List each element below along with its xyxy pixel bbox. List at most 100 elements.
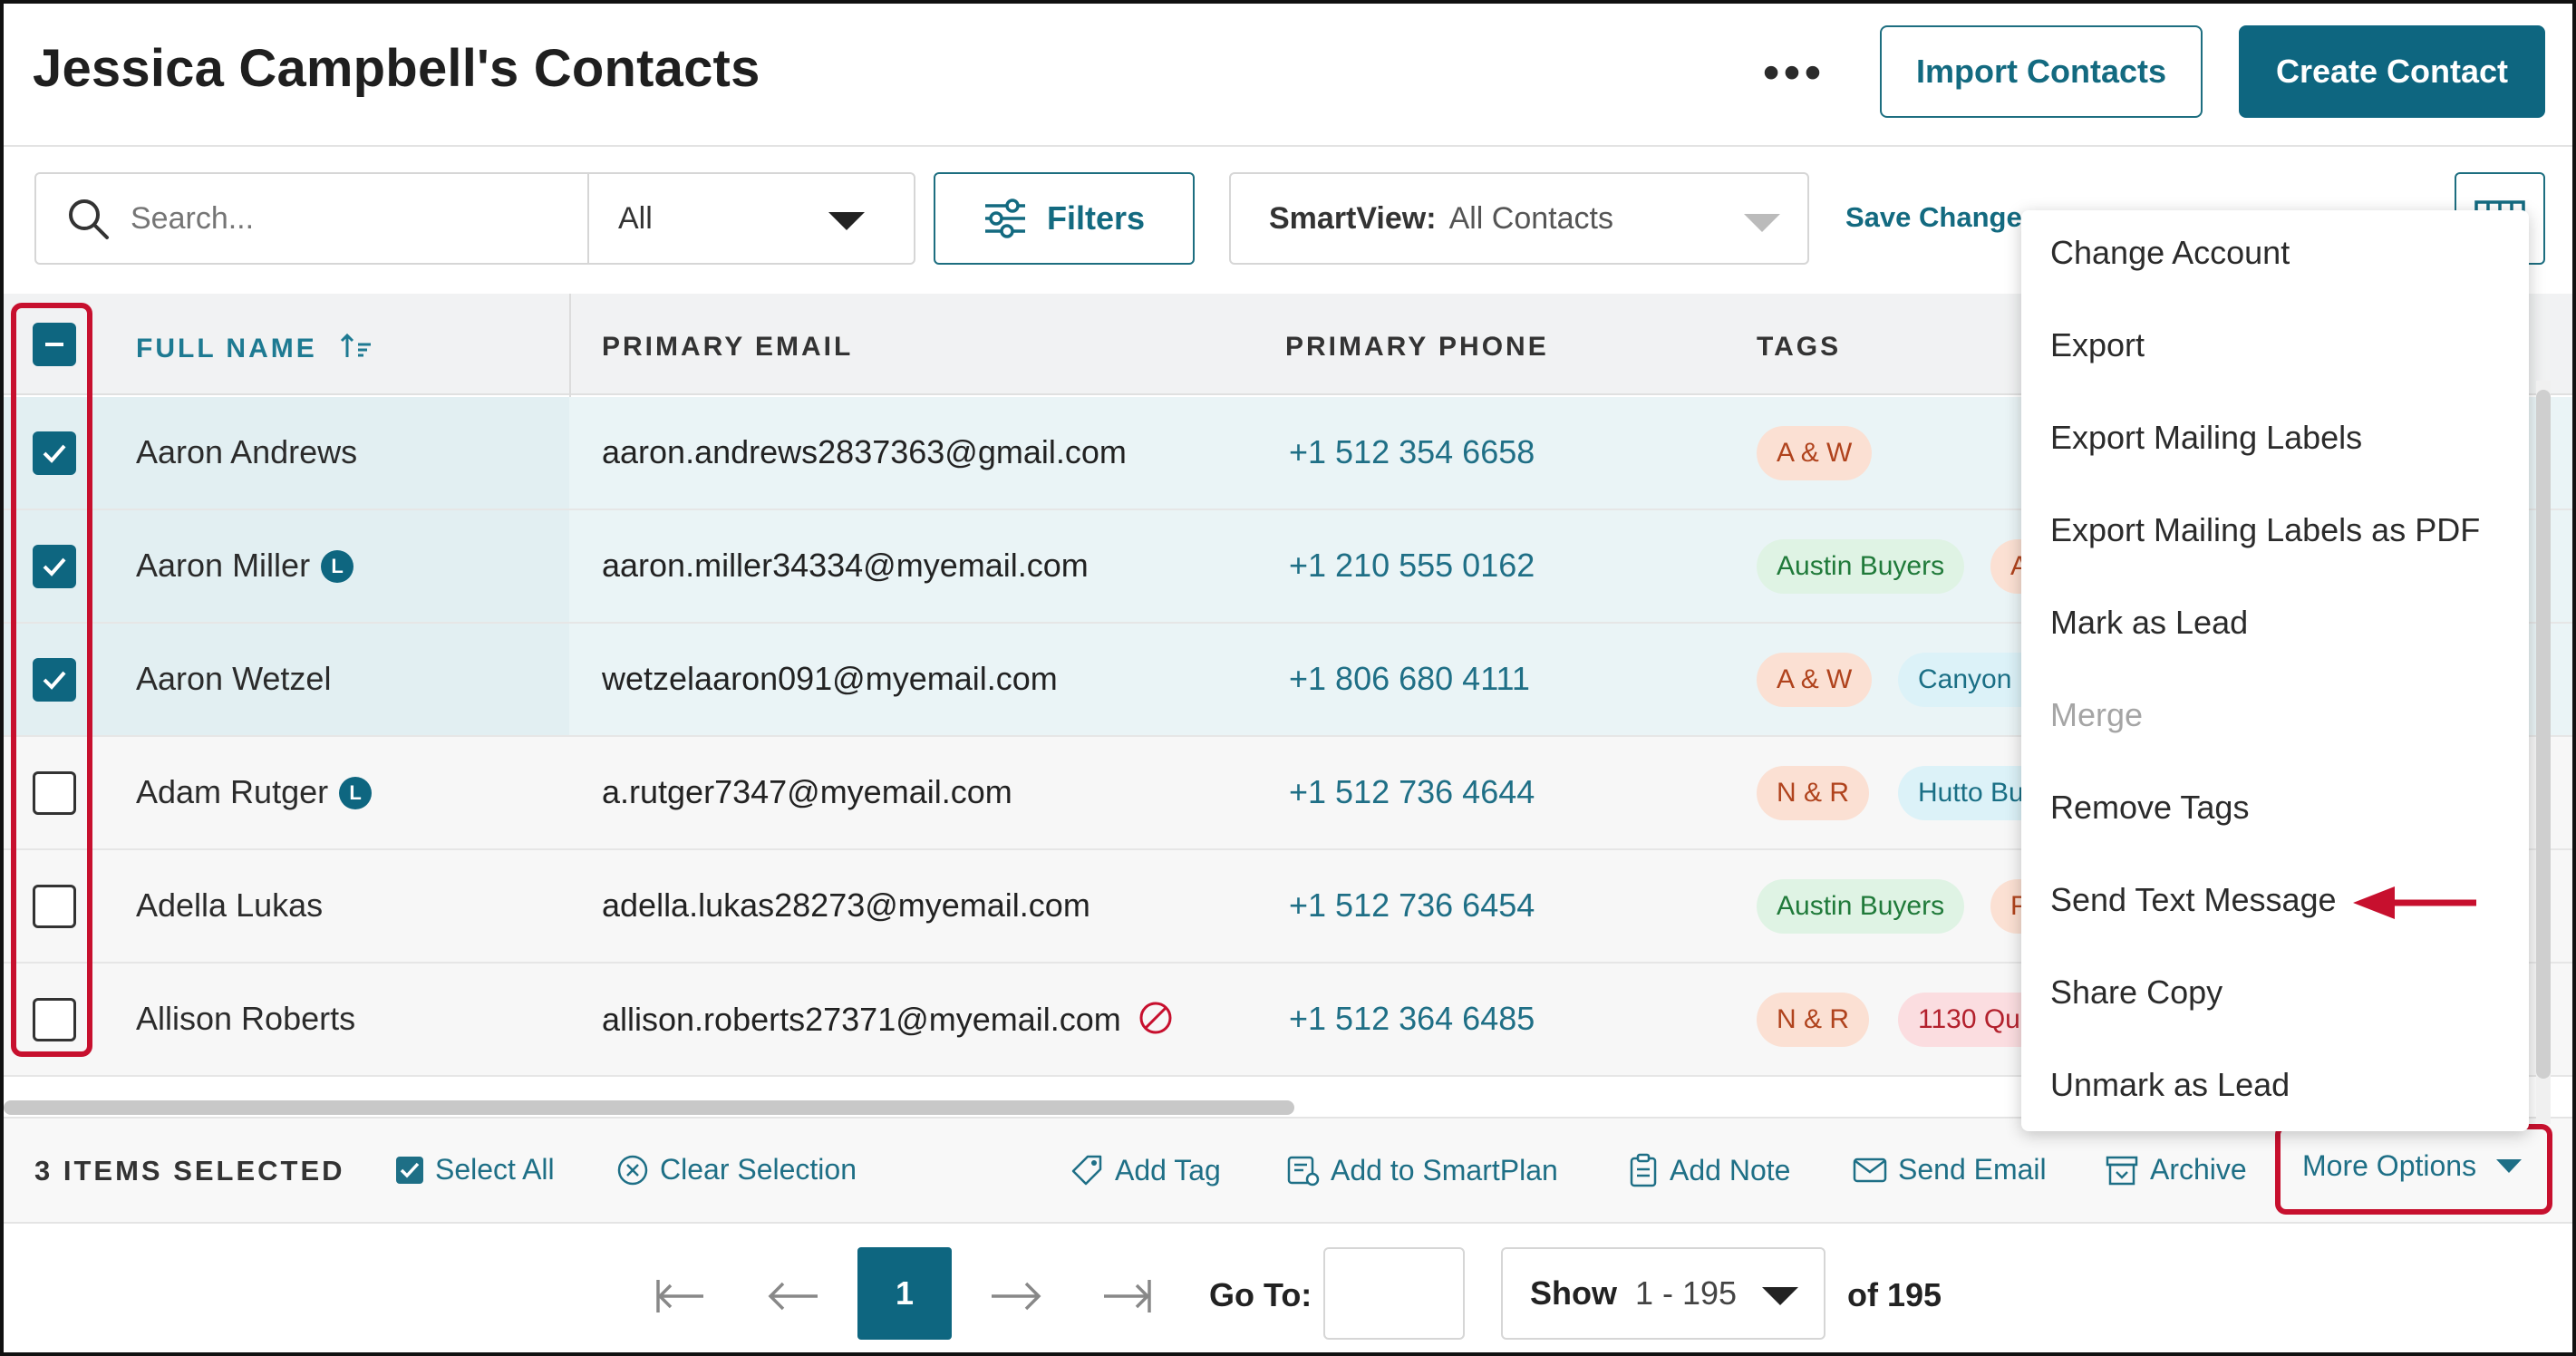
total-count: of 195 xyxy=(1847,1276,1942,1313)
contact-name[interactable]: Adam Rutger L xyxy=(136,773,373,811)
row-checkbox[interactable] xyxy=(33,431,76,475)
page-size-select[interactable]: Show 1 - 195 xyxy=(1501,1247,1825,1340)
contact-email[interactable]: allison.roberts27371@myemail.com xyxy=(602,1000,1174,1044)
tag-icon xyxy=(1071,1155,1102,1186)
search-icon xyxy=(69,199,109,239)
selected-count: 3 ITEMS SELECTED xyxy=(34,1155,345,1186)
column-header-primary-email[interactable]: PRIMARY EMAIL xyxy=(602,332,854,362)
tag-chip[interactable]: N & R xyxy=(1757,993,1870,1047)
menu-item-export[interactable]: Export xyxy=(2050,326,2145,363)
last-page-icon[interactable] xyxy=(1100,1269,1155,1323)
row-checkbox[interactable] xyxy=(33,998,76,1041)
clear-selection-button[interactable]: Clear Selection xyxy=(616,1153,857,1186)
search-scope-select[interactable]: All xyxy=(587,172,915,265)
envelope-icon xyxy=(1853,1157,1887,1182)
tag-chip[interactable]: A & W xyxy=(1757,653,1873,707)
add-to-smartplan-button[interactable]: Add to SmartPlan xyxy=(1285,1153,1558,1187)
contact-email[interactable]: a.rutger7347@myemail.com xyxy=(602,773,1012,810)
chevron-down-icon xyxy=(1762,1287,1798,1305)
next-page-icon[interactable] xyxy=(988,1269,1042,1323)
tag-chip[interactable]: N & R xyxy=(1757,766,1870,820)
smartview-value: All Contacts xyxy=(1448,200,1613,236)
show-value: 1 - 195 xyxy=(1635,1274,1738,1312)
checkbox-checked-icon xyxy=(396,1156,423,1184)
search-scope-value: All xyxy=(618,200,653,236)
import-contacts-button[interactable]: Import Contacts xyxy=(1880,25,2203,118)
name-cell xyxy=(4,510,569,622)
show-label: Show xyxy=(1530,1274,1617,1312)
contact-phone[interactable]: +1 806 680 4111 xyxy=(1289,660,1530,697)
checkmark-icon xyxy=(43,671,66,690)
column-header-tags[interactable]: TAGS xyxy=(1757,332,1842,362)
smartview-select[interactable]: SmartView: All Contacts xyxy=(1229,172,1809,265)
chevron-down-icon xyxy=(1744,214,1780,232)
column-header-full-name[interactable]: FULL NAME xyxy=(136,332,373,364)
select-all-checkbox[interactable] xyxy=(33,323,76,366)
checkbox-column-highlight xyxy=(11,303,92,1057)
menu-item-mark-as-lead[interactable]: Mark as Lead xyxy=(2050,604,2249,641)
smartview-label: SmartView: xyxy=(1269,200,1437,236)
tag-chip[interactable]: Austin Buyers xyxy=(1757,879,1965,934)
more-options-highlight xyxy=(2275,1124,2552,1215)
goto-page-input[interactable] xyxy=(1323,1247,1465,1340)
tag-chip[interactable]: Austin Buyers xyxy=(1757,539,1965,594)
more-options-menu: Change Account Export Export Mailing Label… xyxy=(2021,210,2529,1131)
lead-badge: L xyxy=(321,550,354,583)
menu-item-unmark-as-lead[interactable]: Unmark as Lead xyxy=(2050,1066,2290,1103)
name-cell xyxy=(4,397,569,508)
horizontal-scrollbar[interactable] xyxy=(4,1100,1294,1115)
row-checkbox[interactable] xyxy=(33,658,76,702)
smartplan-icon xyxy=(1287,1156,1320,1186)
contact-phone[interactable]: +1 512 354 6658 xyxy=(1289,433,1535,470)
menu-item-share-copy[interactable]: Share Copy xyxy=(2050,973,2223,1011)
search-input[interactable] xyxy=(131,200,566,237)
contact-phone[interactable]: +1 512 736 6454 xyxy=(1289,886,1535,924)
menu-item-merge: Merge xyxy=(2050,696,2144,733)
column-header-primary-phone[interactable]: PRIMARY PHONE xyxy=(1285,332,1549,362)
arrow-left-icon xyxy=(2353,886,2476,919)
contact-email[interactable]: adella.lukas28273@myemail.com xyxy=(602,886,1090,924)
archive-button[interactable]: Archive xyxy=(2105,1153,2247,1186)
contact-name[interactable]: Aaron Andrews xyxy=(136,433,358,470)
contact-name[interactable]: Allison Roberts xyxy=(136,1000,356,1037)
contact-email[interactable]: aaron.andrews2837363@gmail.com xyxy=(602,433,1127,470)
row-checkbox[interactable] xyxy=(33,885,76,928)
page-title: Jessica Campbell's Contacts xyxy=(33,39,760,98)
add-tag-button[interactable]: Add Tag xyxy=(1070,1153,1221,1187)
more-actions-button[interactable]: ••• xyxy=(1762,45,1825,100)
contact-name[interactable]: Adella Lukas xyxy=(136,886,324,924)
minus-icon xyxy=(45,343,63,346)
row-checkbox[interactable] xyxy=(33,771,76,815)
previous-page-icon[interactable] xyxy=(767,1269,821,1323)
create-contact-button[interactable]: Create Contact xyxy=(2239,25,2545,118)
contact-phone[interactable]: +1 210 555 0162 xyxy=(1289,547,1535,584)
contact-phone[interactable]: +1 512 736 4644 xyxy=(1289,773,1535,810)
menu-item-remove-tags[interactable]: Remove Tags xyxy=(2050,789,2250,826)
select-all-button[interactable]: Select All xyxy=(395,1153,555,1186)
menu-scrollbar[interactable] xyxy=(2536,390,2551,1079)
menu-item-send-text-message[interactable]: Send Text Message xyxy=(2050,881,2337,918)
row-checkbox[interactable] xyxy=(33,545,76,588)
save-changes-link[interactable]: Save Changes xyxy=(1845,201,2038,233)
clipboard-icon xyxy=(1630,1153,1657,1187)
more-options-button[interactable]: More Options xyxy=(2302,1149,2523,1183)
name-cell xyxy=(4,624,569,735)
menu-item-export-mailing-labels[interactable]: Export Mailing Labels xyxy=(2050,419,2363,456)
send-email-button[interactable]: Send Email xyxy=(1853,1153,2047,1186)
current-page-button[interactable]: 1 xyxy=(857,1247,952,1340)
contact-phone[interactable]: +1 512 364 6485 xyxy=(1289,1000,1535,1037)
first-page-icon[interactable] xyxy=(653,1269,707,1323)
sliders-icon xyxy=(984,199,1025,238)
add-note-button[interactable]: Add Note xyxy=(1628,1153,1790,1187)
search-box[interactable] xyxy=(34,172,589,265)
tag-chip[interactable]: A & W xyxy=(1757,426,1873,480)
contact-email[interactable]: wetzelaaron091@myemail.com xyxy=(602,660,1058,697)
chevron-down-icon xyxy=(828,212,865,230)
contact-name[interactable]: Aaron Wetzel xyxy=(136,660,332,697)
filters-button[interactable]: Filters xyxy=(934,172,1195,265)
contact-name[interactable]: Aaron Miller L xyxy=(136,547,354,585)
checkmark-icon xyxy=(43,557,66,576)
menu-item-export-mailing-labels-as-pdf[interactable]: Export Mailing Labels as PDF xyxy=(2050,511,2481,548)
menu-item-change-account[interactable]: Change Account xyxy=(2050,234,2290,271)
contact-email[interactable]: aaron.miller34334@myemail.com xyxy=(602,547,1089,584)
